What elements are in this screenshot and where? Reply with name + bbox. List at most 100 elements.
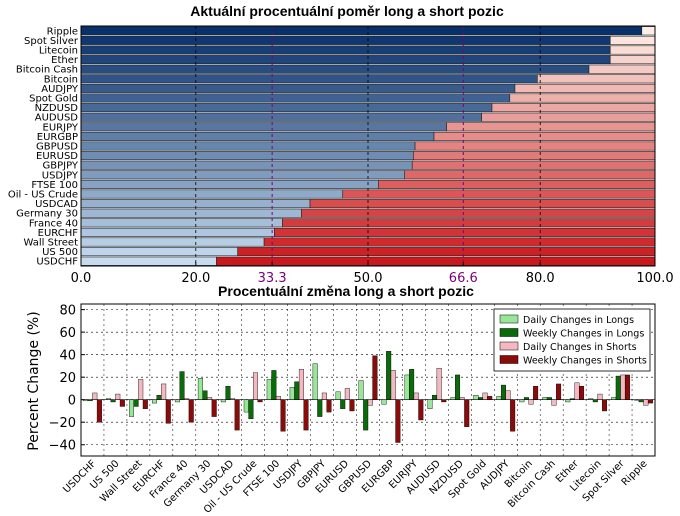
short-bar — [301, 208, 656, 218]
short-bar — [282, 218, 656, 228]
y-tick-label: 20 — [59, 371, 76, 386]
short-bar — [609, 45, 656, 55]
series-bar — [138, 379, 144, 400]
category-label: Germany 30 — [16, 209, 78, 220]
x-tick-label: 100.0 — [636, 271, 673, 286]
category-label: GBPJPY — [42, 161, 78, 172]
category-label: NZDUSD — [35, 103, 79, 114]
bottom-chart-title: Procentuální změna long a short pozic — [218, 283, 474, 299]
short-bar — [237, 247, 656, 257]
category-label: Ether — [51, 55, 79, 66]
series-bar — [528, 399, 534, 405]
y-tick-label: 60 — [59, 326, 76, 341]
series-bar — [441, 399, 447, 403]
series-bar — [602, 399, 608, 412]
series-bar — [367, 399, 373, 406]
series-bar — [142, 399, 148, 409]
series-bar — [579, 385, 585, 400]
long-bar — [80, 45, 611, 55]
category-label: France 40 — [29, 218, 78, 229]
series-bar — [156, 395, 162, 400]
series-bar — [519, 399, 525, 403]
short-bar — [509, 93, 656, 103]
series-bar — [289, 387, 295, 400]
series-bar — [96, 399, 102, 423]
series-bar — [174, 399, 180, 403]
series-bar — [390, 370, 396, 400]
category-label: Ripple — [47, 26, 78, 37]
long-bar — [80, 160, 413, 170]
x-category-label: Ripple — [620, 458, 650, 488]
series-bar — [202, 390, 208, 400]
series-bar — [487, 396, 493, 400]
long-bar — [80, 141, 416, 151]
series-bar — [496, 396, 502, 400]
category-label: Litecoin — [39, 46, 78, 57]
series-bar — [110, 399, 116, 403]
long-bar — [80, 189, 344, 199]
series-bar — [275, 396, 281, 400]
series-bar — [523, 397, 529, 400]
long-bar — [80, 112, 482, 122]
category-label: GBPUSD — [36, 142, 78, 153]
short-bar — [537, 74, 656, 84]
series-bar — [409, 369, 415, 400]
category-label: AUDUSD — [35, 113, 79, 124]
series-bar — [128, 399, 134, 417]
series-bar — [243, 399, 249, 413]
series-bar — [643, 399, 649, 406]
series-bar — [165, 399, 171, 424]
short-bar — [641, 26, 656, 36]
series-bar — [280, 399, 286, 432]
series-bar — [335, 391, 341, 400]
long-bar — [80, 83, 516, 93]
x-tick-label: 33.3 — [258, 271, 287, 286]
series-bar — [404, 374, 410, 400]
category-label: EURUSD — [36, 151, 78, 162]
category-label: USDJPY — [42, 170, 79, 181]
short-bar — [514, 83, 656, 93]
series-bar — [133, 399, 139, 407]
series-bar — [556, 383, 562, 400]
long-bar — [80, 218, 283, 228]
short-bar — [263, 237, 656, 247]
legend-swatch — [499, 328, 519, 337]
x-tick-label: 66.6 — [449, 271, 478, 286]
category-label: Bitcoin Cash — [16, 65, 78, 76]
long-bar — [80, 237, 265, 247]
y-tick-label: 80 — [59, 304, 76, 319]
series-bar — [427, 399, 433, 409]
category-label: Bitcoin — [44, 74, 78, 85]
series-bar — [372, 355, 378, 400]
short-bar — [588, 64, 656, 74]
category-label: USDCHF — [36, 257, 78, 268]
category-label: FTSE 100 — [31, 180, 78, 191]
series-bar — [220, 399, 226, 403]
series-bar — [478, 397, 484, 400]
series-bar — [303, 399, 309, 431]
series-bar — [179, 371, 185, 400]
series-bar — [459, 397, 465, 400]
series-bar — [482, 392, 488, 400]
long-bar — [80, 179, 379, 189]
series-bar — [326, 399, 332, 413]
series-bar — [395, 399, 401, 443]
series-bar — [312, 363, 318, 400]
series-bar — [551, 399, 557, 406]
short-bar — [609, 35, 656, 45]
long-bar — [80, 26, 643, 36]
series-bar — [542, 397, 548, 400]
short-bar — [433, 131, 656, 141]
legend-label: Daily Changes in Shorts — [523, 342, 637, 353]
y-tick-label: −40 — [49, 439, 76, 454]
series-bar — [533, 385, 539, 400]
series-bar — [611, 397, 617, 400]
long-bar — [80, 35, 611, 45]
series-bar — [234, 399, 240, 431]
long-bar — [80, 93, 511, 103]
series-bar — [455, 374, 461, 400]
long-bar — [80, 170, 406, 180]
